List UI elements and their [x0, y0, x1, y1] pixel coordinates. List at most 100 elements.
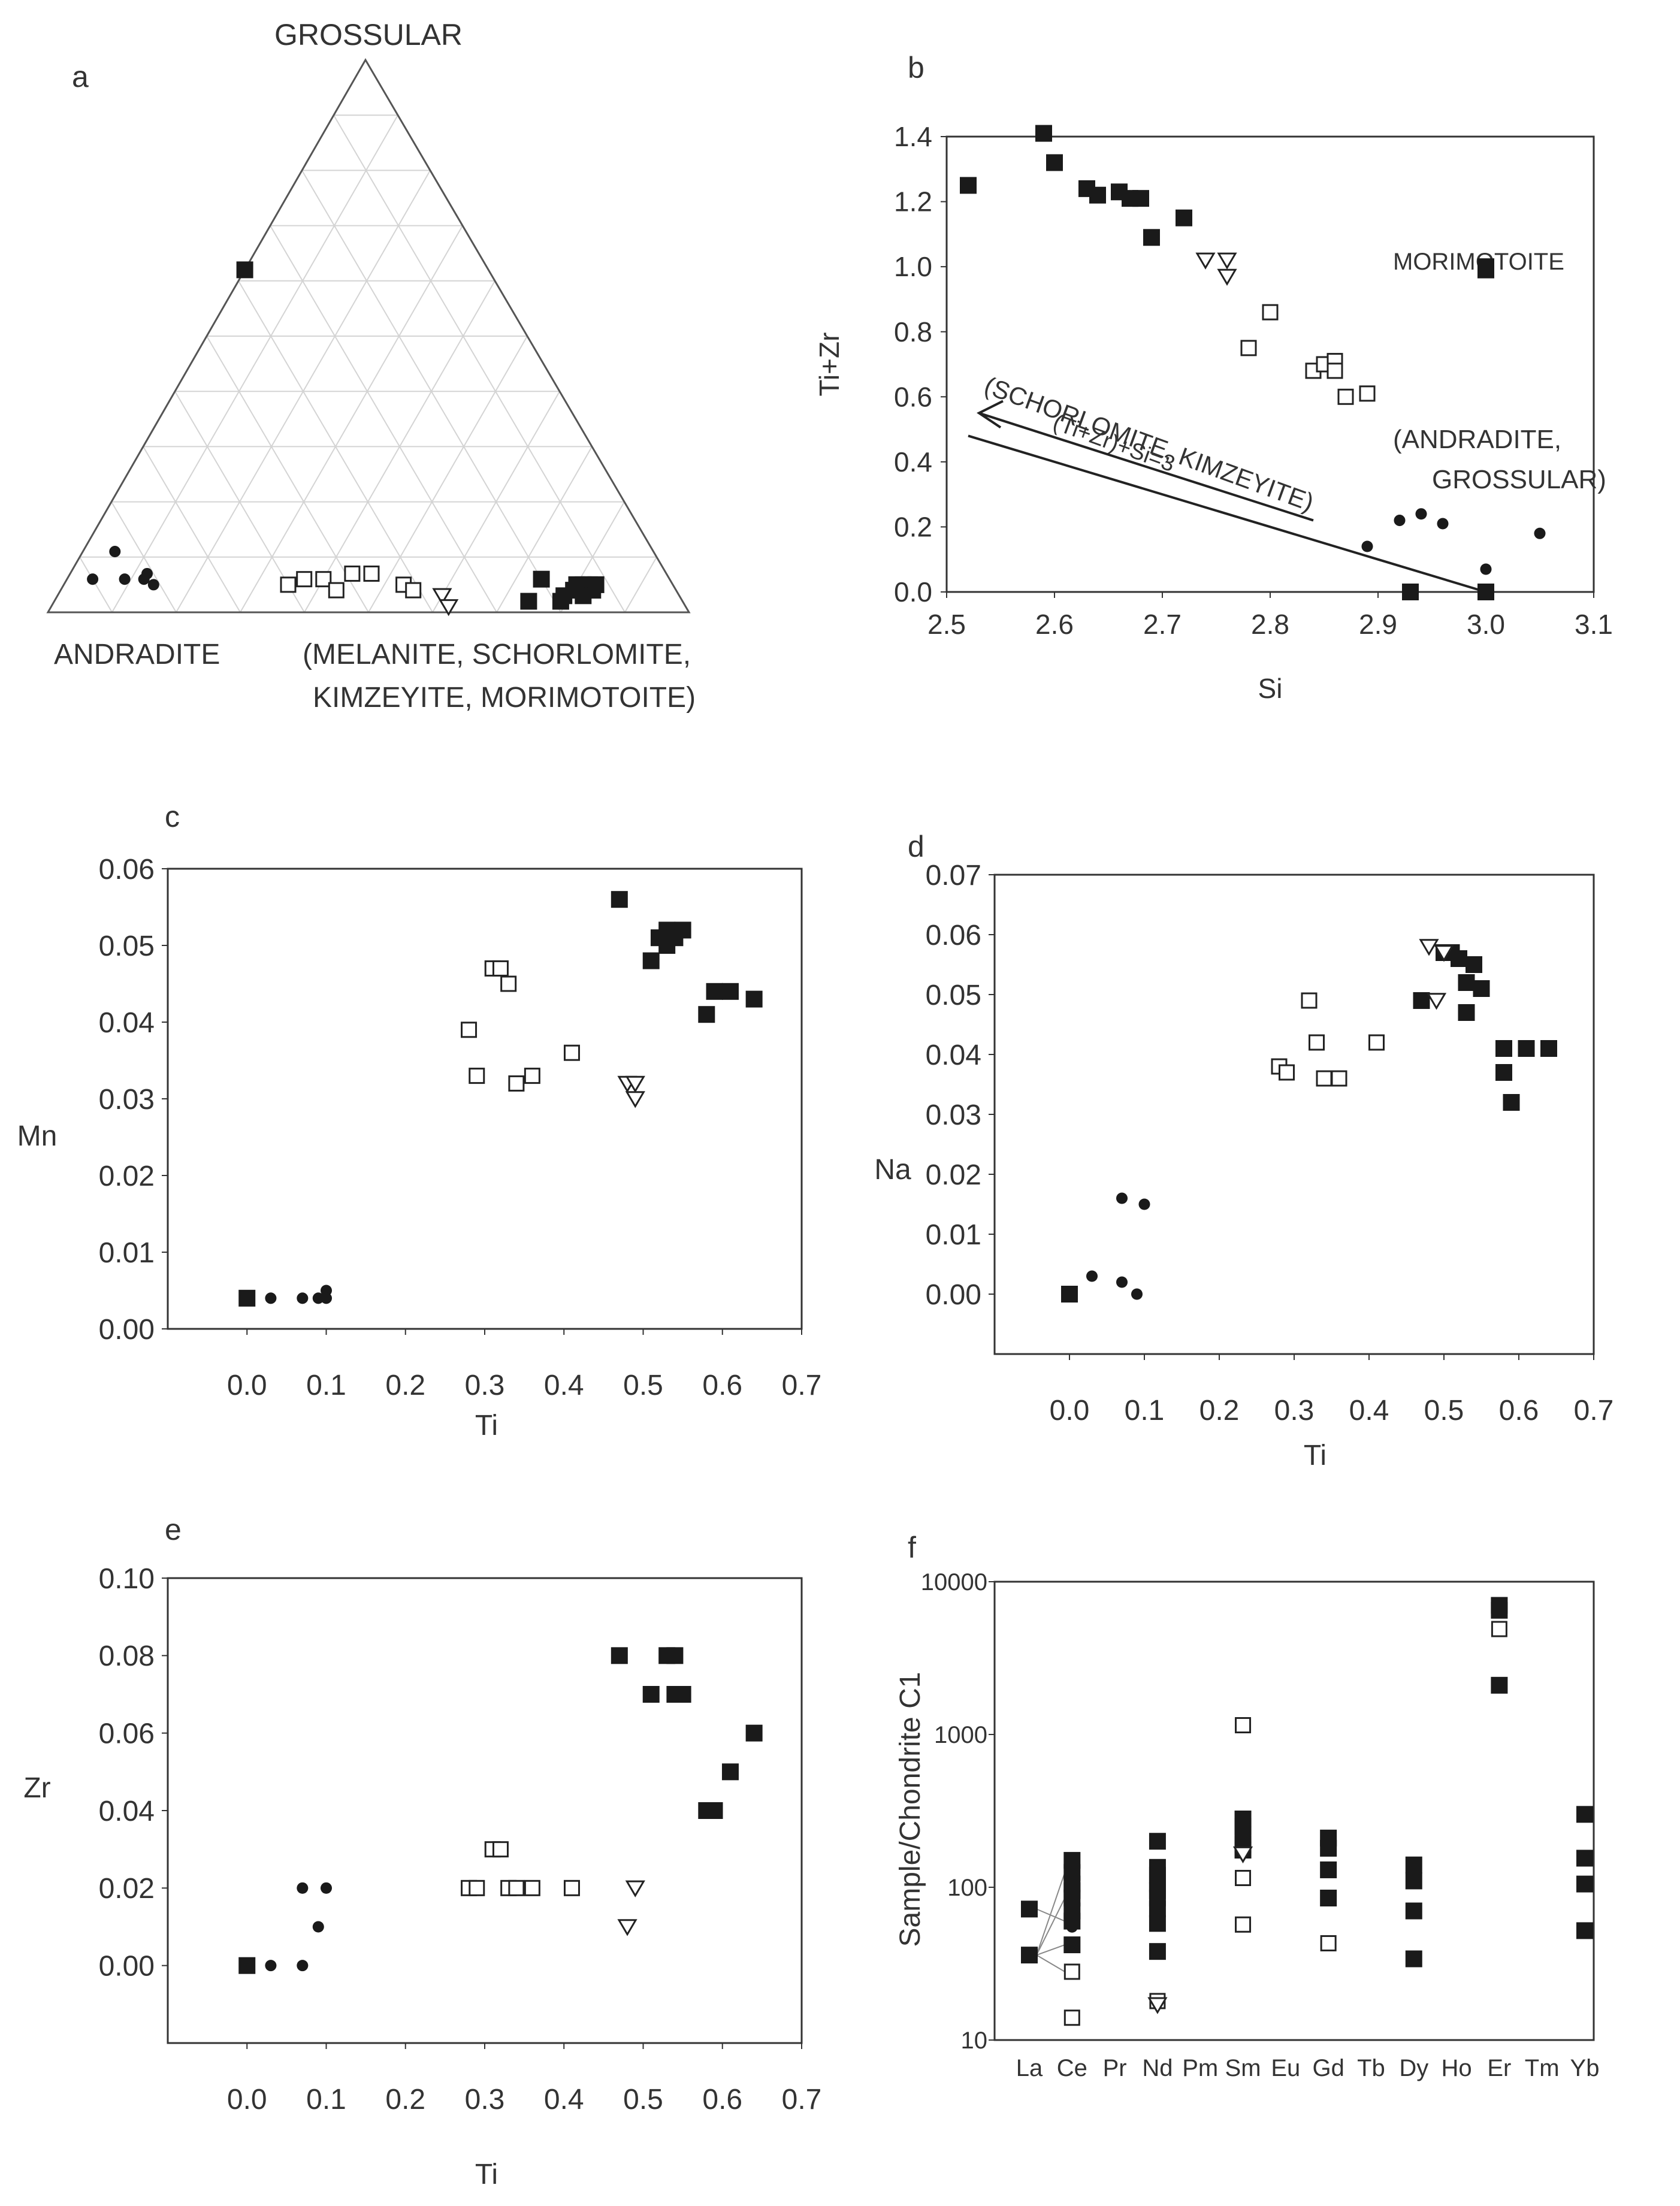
data-point	[1138, 1198, 1150, 1210]
y-tick-label: 0.8	[894, 316, 932, 347]
data-point	[1473, 980, 1490, 997]
y-tick-label: 0.4	[894, 446, 932, 478]
panel-b-si-vs-tizr: b MORIMOTOITE (ANDRADITE, GROSSULAR) (SC…	[814, 51, 1613, 704]
ternary-grid	[79, 114, 657, 613]
ternary-point	[432, 588, 452, 605]
y-tick-label: 10	[961, 2027, 988, 2054]
ternary-point	[552, 593, 569, 610]
y-tick-label: 0.03	[99, 1084, 155, 1116]
y-tick-label: 0.07	[926, 860, 981, 892]
data-point	[1232, 1846, 1253, 1864]
ternary-point	[575, 587, 592, 605]
panel-e-ti-vs-zr: e 0.0 0.1 0.2 0.3 0.4 0.5 0.6 0.7 0.00 0.02 0.04 0.…	[23, 1513, 821, 2190]
grid-line	[176, 170, 431, 613]
x-tick-label: 0.6	[702, 1370, 742, 1401]
ternary-points	[87, 261, 605, 617]
x-tick-label: 2.9	[1359, 609, 1397, 640]
data-point	[721, 983, 739, 1000]
data-point	[674, 921, 691, 939]
grid-line	[79, 557, 113, 613]
grid-line	[496, 446, 593, 613]
data-point	[1063, 1936, 1081, 1954]
data-point	[1518, 1040, 1535, 1057]
data-point	[238, 1957, 256, 1974]
data-point	[1086, 1270, 1098, 1282]
x-tick-label: Tm	[1525, 2055, 1560, 2081]
data-point	[524, 1879, 540, 1896]
y-tick-label: 0.2	[894, 512, 932, 543]
x-tick-label: 0.1	[306, 1370, 346, 1401]
data-point	[1131, 1288, 1143, 1300]
x-tick-label: 0.7	[1574, 1395, 1614, 1427]
x-tick-label: 2.8	[1251, 609, 1289, 640]
data-point	[1046, 154, 1063, 171]
data-point	[1061, 1286, 1078, 1303]
grid-line	[143, 446, 241, 613]
x-tick-label: Pm	[1182, 2055, 1218, 2081]
data-point	[617, 1919, 637, 1936]
data-point	[265, 1292, 277, 1304]
data-point	[625, 1880, 645, 1897]
y-tick-label: 0.06	[99, 854, 155, 886]
data-point	[1309, 1034, 1325, 1051]
data-point	[1279, 1064, 1295, 1081]
data-point	[1576, 1875, 1593, 1893]
data-point	[563, 1879, 580, 1896]
panel-d-letter: d	[908, 830, 924, 863]
data-point	[1240, 340, 1257, 356]
data-point	[642, 952, 660, 969]
y-tick-label: 1.0	[894, 251, 932, 282]
y-axis-label: Na	[874, 1154, 911, 1186]
y-axis-label: Zr	[23, 1772, 50, 1804]
data-point	[1458, 1004, 1475, 1021]
panel-e-letter: e	[165, 1513, 182, 1546]
ternary-point	[520, 593, 537, 610]
plot-frame	[945, 135, 1595, 593]
x-tick-label: Yb	[1570, 2055, 1600, 2081]
data-point	[1116, 1276, 1128, 1288]
ternary-point	[236, 261, 253, 279]
data-point	[666, 1647, 684, 1664]
data-point	[1405, 1950, 1422, 1968]
ternary-point	[119, 573, 131, 585]
data-point	[1491, 1601, 1508, 1619]
connector-line	[1036, 1944, 1065, 1956]
y-tick-label: 100	[947, 1875, 987, 1901]
y-tick-label: 0.08	[99, 1640, 155, 1672]
data-point	[1402, 584, 1419, 600]
x-tick-label: 0.7	[782, 2084, 822, 2116]
x-tick-label: 0.5	[623, 1370, 663, 1401]
ternary-point	[344, 565, 361, 582]
data-point	[469, 1879, 485, 1896]
data-point	[1359, 385, 1376, 402]
data-point	[1089, 186, 1106, 204]
data-point	[1480, 563, 1492, 575]
x-tick-label: 0.0	[227, 2084, 267, 2116]
x-tick-label: Tb	[1357, 2055, 1385, 2081]
melanite-apex-label-line1: (MELANITE, SCHORLOMITE,	[303, 639, 691, 670]
reference-line	[968, 434, 1486, 593]
x-tick-label: 0.5	[623, 2084, 663, 2116]
data-point	[1149, 1915, 1166, 1932]
ternary-point	[87, 573, 99, 585]
melanite-apex-label-line2: KIMZEYITE, MORIMOTOITE)	[313, 682, 696, 714]
grid-line	[333, 114, 626, 613]
data-point	[320, 1292, 333, 1304]
x-tick-label: 0.2	[385, 2084, 425, 2116]
x-tick-label: 0.4	[544, 1370, 584, 1401]
x-tick-label: Ho	[1442, 2055, 1472, 2081]
grid-line	[111, 114, 398, 613]
x-tick-label: 2.6	[1035, 609, 1074, 640]
data-point	[960, 177, 977, 194]
y-tick-label: 0.6	[894, 381, 932, 412]
data-point	[1021, 1900, 1038, 1918]
data-point	[1176, 209, 1192, 226]
data-point	[1576, 1806, 1593, 1823]
data-point	[1413, 992, 1430, 1009]
data-point	[1035, 125, 1052, 142]
ternary-point	[405, 582, 422, 599]
x-tick-label: 0.6	[702, 2084, 742, 2116]
data-point	[745, 1724, 763, 1742]
data-point	[1534, 527, 1546, 539]
x-tick-label: Eu	[1271, 2055, 1300, 2081]
